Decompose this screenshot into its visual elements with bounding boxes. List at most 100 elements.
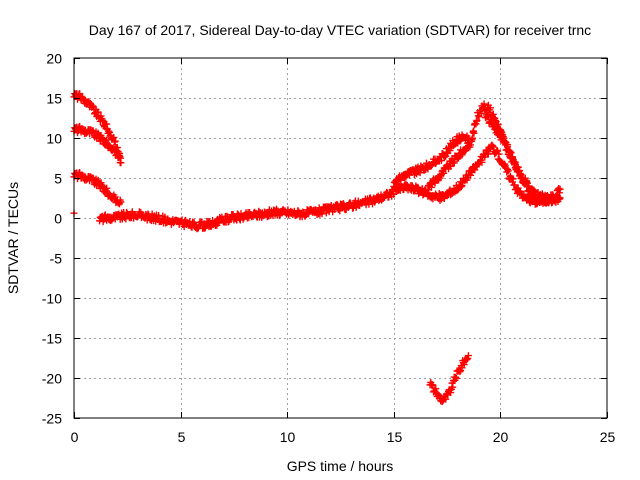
data-point [80,95,88,103]
data-point [94,108,102,116]
data-point [477,109,485,117]
series-rising-arc-a [390,131,472,190]
y-tick-label: 5 [54,171,62,187]
data-point [414,183,422,191]
data-point [93,177,101,185]
series-descending-arc [481,111,547,204]
data-point [111,146,119,154]
data-point [467,168,475,176]
grid [74,58,607,418]
data-point [122,215,130,223]
data-point [415,168,423,176]
data-point [514,163,522,171]
x-tick-label: 15 [387,429,403,445]
data-point [555,189,563,197]
chart-title: Day 167 of 2017, Sidereal Day-to-day VTE… [89,22,591,38]
series-arc-high-15 [70,90,125,167]
x-tick-label: 25 [600,429,616,445]
data-point [440,153,448,161]
data-point [511,181,519,189]
y-tick-label: -15 [42,331,62,347]
data-point [523,177,531,185]
data-point [460,361,468,369]
x-axis-title: GPS time / hours [287,458,394,474]
data-point [501,138,509,146]
data-point [111,137,119,145]
x-tick-label: 20 [493,429,509,445]
data-point [436,196,444,204]
data-point [484,150,492,158]
data-point [504,167,512,175]
data-point [478,158,486,166]
data-point [539,193,547,201]
data-layer [70,90,564,405]
data-point [117,198,125,206]
axis-ticks [74,58,608,419]
x-tick-label: 10 [280,429,296,445]
series-main-band [96,141,564,233]
data-point [500,137,508,145]
data-point [506,147,514,155]
data-point [495,150,503,158]
data-point [103,120,111,128]
data-point [489,142,497,150]
data-point [390,182,398,190]
y-axis-title: SDTVAR / TECUs [5,182,21,294]
data-point [432,385,440,393]
data-point [556,185,564,193]
data-point [491,117,499,125]
data-point [538,190,546,198]
data-point [115,153,123,161]
data-point [419,191,427,199]
data-point [456,368,464,376]
data-point [195,222,203,230]
data-point [463,355,471,363]
data-point [511,159,519,167]
data-point [457,183,465,191]
data-point [464,352,472,360]
data-point [105,141,113,149]
data-point [504,143,512,151]
data-point [504,165,512,173]
data-point [111,138,119,146]
data-point [454,154,462,162]
x-tick-label: 5 [178,429,186,445]
data-point [93,130,101,138]
data-point [489,143,497,151]
data-point [458,181,466,189]
data-point [416,169,424,177]
data-point [424,186,432,194]
axis-labels: 0 5 10 15 20 25 -25 -20 -15 -10 -5 0 5 10 15 20 [42,51,616,446]
x-tick-label: 0 [71,429,79,445]
y-tick-label: 0 [54,211,62,227]
data-point [473,116,481,124]
data-point [105,127,113,135]
data-point [440,169,448,177]
data-point [110,133,118,141]
y-tick-label: -25 [42,411,62,427]
data-point [494,147,502,155]
data-point [458,151,466,159]
data-point [553,192,561,200]
data-point [98,116,106,124]
y-tick-label: 10 [46,131,62,147]
data-point [471,166,479,174]
data-point [522,178,530,186]
data-point [442,395,450,403]
data-point [447,389,455,397]
y-tick-label: -5 [50,251,63,267]
data-point [452,374,460,382]
data-point [470,129,478,137]
y-tick-label: 15 [46,91,62,107]
y-tick-label: 20 [46,51,62,67]
data-point [450,159,458,167]
data-point [103,184,111,192]
data-point [487,115,495,123]
data-point [449,383,457,391]
data-point [462,146,470,154]
data-point [292,212,300,220]
data-point [486,104,494,112]
data-point [239,215,247,223]
data-point [489,120,497,128]
